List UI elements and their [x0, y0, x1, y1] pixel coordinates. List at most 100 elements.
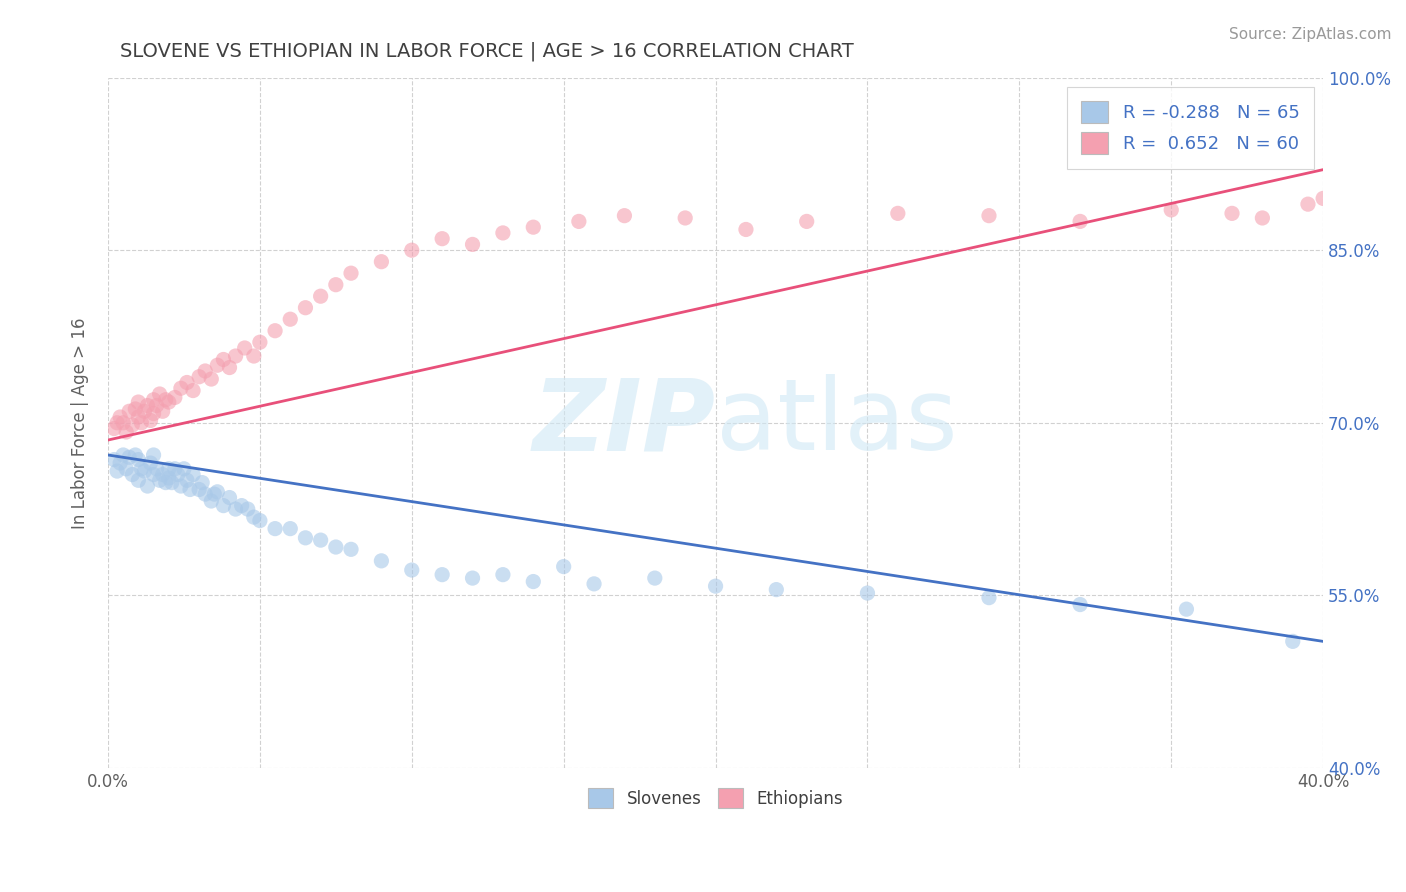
Point — [149, 387, 172, 401]
Point — [112, 448, 135, 462]
Point — [218, 360, 240, 375]
Point — [249, 514, 271, 528]
Point — [170, 381, 193, 395]
Point — [233, 341, 256, 355]
Point — [553, 559, 575, 574]
Point — [105, 464, 128, 478]
Point — [249, 335, 271, 350]
Point — [1069, 214, 1091, 228]
Point — [121, 467, 143, 482]
Point — [170, 479, 193, 493]
Point — [142, 392, 165, 407]
Point — [194, 364, 217, 378]
Point — [139, 413, 162, 427]
Point — [430, 232, 453, 246]
Point — [108, 456, 131, 470]
Point — [492, 567, 515, 582]
Point — [401, 243, 423, 257]
Point — [157, 395, 180, 409]
Point — [202, 487, 225, 501]
Point — [194, 487, 217, 501]
Point — [179, 483, 201, 497]
Point — [340, 542, 363, 557]
Point — [735, 222, 758, 236]
Point — [461, 571, 484, 585]
Point — [134, 404, 156, 418]
Point — [977, 209, 1000, 223]
Point — [522, 574, 544, 589]
Point — [108, 410, 131, 425]
Point — [325, 540, 347, 554]
Point — [1160, 202, 1182, 217]
Point — [188, 483, 211, 497]
Point — [142, 448, 165, 462]
Point — [127, 473, 149, 487]
Point — [278, 312, 301, 326]
Point — [765, 582, 787, 597]
Point — [145, 399, 167, 413]
Point — [173, 462, 195, 476]
Legend: Slovenes, Ethiopians: Slovenes, Ethiopians — [582, 781, 849, 814]
Point — [139, 456, 162, 470]
Point — [176, 473, 198, 487]
Point — [225, 349, 247, 363]
Point — [1220, 206, 1243, 220]
Point — [152, 467, 174, 482]
Point — [115, 462, 138, 476]
Point — [309, 533, 332, 548]
Point — [294, 531, 316, 545]
Point — [157, 471, 180, 485]
Point — [673, 211, 696, 225]
Point — [212, 352, 235, 367]
Point — [131, 416, 153, 430]
Point — [163, 462, 186, 476]
Point — [124, 448, 146, 462]
Point — [370, 254, 392, 268]
Point — [1251, 211, 1274, 225]
Point — [1312, 191, 1334, 205]
Point — [149, 473, 172, 487]
Point — [155, 392, 177, 407]
Point — [461, 237, 484, 252]
Point — [887, 206, 910, 220]
Point — [163, 391, 186, 405]
Point — [644, 571, 666, 585]
Point — [1175, 602, 1198, 616]
Point — [236, 502, 259, 516]
Point — [430, 567, 453, 582]
Point — [188, 369, 211, 384]
Point — [181, 384, 204, 398]
Point — [142, 407, 165, 421]
Point — [207, 484, 229, 499]
Point — [856, 586, 879, 600]
Point — [264, 522, 287, 536]
Point — [492, 226, 515, 240]
Point — [243, 349, 266, 363]
Point — [1281, 634, 1303, 648]
Point — [796, 214, 818, 228]
Point — [167, 467, 190, 482]
Text: ZIP: ZIP — [533, 375, 716, 471]
Point — [340, 266, 363, 280]
Point — [613, 209, 636, 223]
Point — [127, 452, 149, 467]
Point — [704, 579, 727, 593]
Point — [127, 410, 149, 425]
Point — [160, 475, 183, 490]
Text: SLOVENE VS ETHIOPIAN IN LABOR FORCE | AGE > 16 CORRELATION CHART: SLOVENE VS ETHIOPIAN IN LABOR FORCE | AG… — [120, 42, 853, 62]
Point — [401, 563, 423, 577]
Point — [294, 301, 316, 315]
Point — [181, 467, 204, 482]
Point — [278, 522, 301, 536]
Point — [115, 425, 138, 439]
Point — [325, 277, 347, 292]
Point — [212, 499, 235, 513]
Point — [105, 416, 128, 430]
Point — [127, 395, 149, 409]
Point — [191, 475, 214, 490]
Point — [155, 475, 177, 490]
Point — [309, 289, 332, 303]
Point — [522, 220, 544, 235]
Point — [103, 452, 125, 467]
Point — [218, 491, 240, 505]
